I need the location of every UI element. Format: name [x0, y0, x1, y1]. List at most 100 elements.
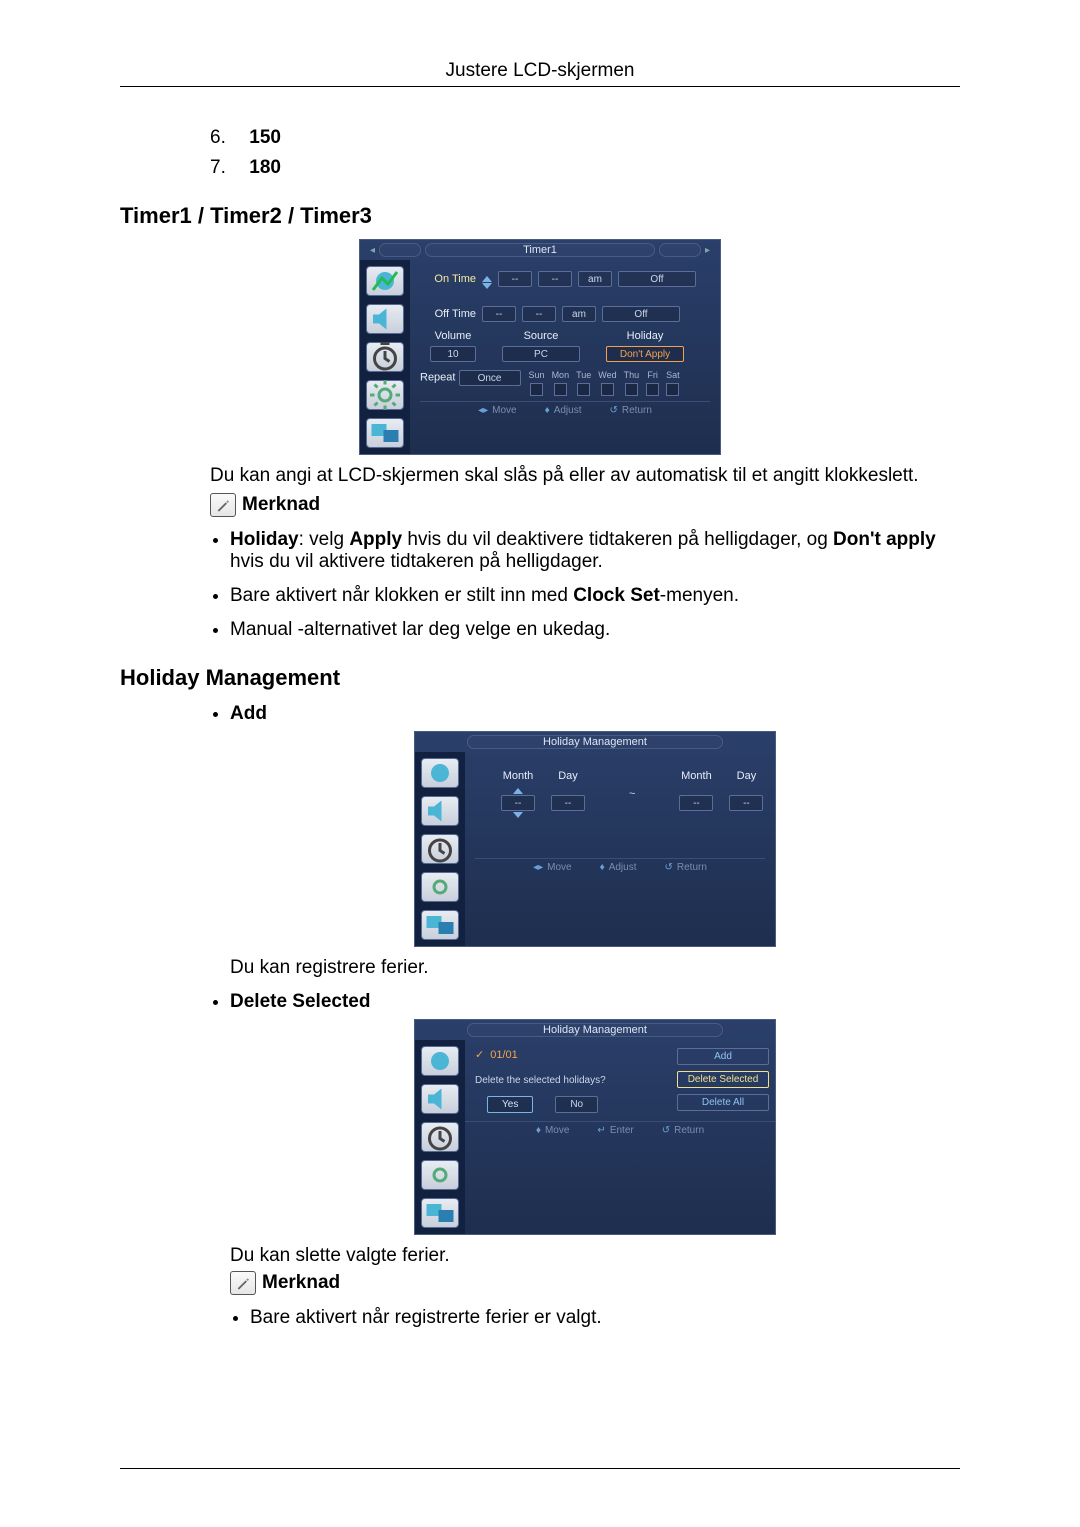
hour-spinner-indicator	[482, 276, 492, 282]
day-fri[interactable]: Fri	[646, 370, 659, 396]
sidebar-multi-icon[interactable]	[366, 418, 404, 448]
vol-source-holiday-row: Volume 10 Source PC Holiday Don't Apply	[430, 330, 710, 362]
side-delete-selected-button[interactable]: Delete Selected	[677, 1071, 769, 1088]
off-time-min[interactable]: --	[522, 306, 556, 322]
side-delete-all-button[interactable]: Delete All	[677, 1094, 769, 1111]
day-mon[interactable]: Mon	[552, 370, 570, 396]
sidebar-setup-icon[interactable]	[421, 1160, 459, 1190]
legend-move: ◂▸Move	[478, 405, 517, 416]
sidebar-timer-icon[interactable]	[366, 342, 404, 372]
osd-title-prev-pill	[379, 243, 421, 257]
list-item: Bare aktivert når klokken er stilt inn m…	[230, 585, 960, 607]
end-day[interactable]: --	[729, 795, 763, 811]
osd-title-bar: Holiday Management	[415, 1020, 775, 1040]
day-thu[interactable]: Thu	[624, 370, 640, 396]
holiday-value[interactable]: Don't Apply	[606, 346, 684, 362]
sidebar-picture-icon[interactable]	[421, 758, 459, 788]
start-month-col[interactable]: Month --	[501, 770, 535, 818]
check-icon: ✓	[475, 1049, 484, 1061]
sidebar-picture-icon[interactable]	[366, 266, 404, 296]
osd-sidebar	[415, 1040, 465, 1234]
start-day[interactable]: --	[551, 795, 585, 811]
osd-title: Holiday Management	[467, 735, 723, 749]
on-time-row[interactable]: On Time -- -- am Off	[420, 271, 710, 287]
list-number: 7.	[210, 157, 244, 179]
sidebar-setup-icon[interactable]	[366, 380, 404, 410]
holiday-delete-osd: Holiday Management	[414, 1019, 776, 1235]
yes-button[interactable]: Yes	[487, 1096, 533, 1113]
on-time-mode[interactable]: Off	[618, 271, 696, 287]
end-month[interactable]: --	[679, 795, 713, 811]
note-label: Merknad	[242, 494, 320, 516]
off-time-ampm[interactable]: am	[562, 306, 596, 322]
sidebar-picture-icon[interactable]	[421, 1046, 459, 1076]
add-bullet-label: Add	[230, 703, 267, 724]
on-time-label: On Time	[420, 273, 476, 285]
osd-footer-legend: ♦Move ↵Enter ↺Return	[465, 1121, 775, 1139]
day-tue[interactable]: Tue	[576, 370, 591, 396]
page-header-title: Justere LCD-skjermen	[120, 60, 960, 82]
yes-no-row: Yes No	[487, 1096, 661, 1113]
delete-desc-text: Du kan slette valgte ferier.	[230, 1245, 960, 1267]
add-desc-text: Du kan registrere ferier.	[230, 957, 960, 979]
holiday-list-item[interactable]: ✓01/01	[475, 1048, 661, 1061]
sidebar-timer-icon[interactable]	[421, 834, 459, 864]
timer-intro-text: Du kan angi at LCD-skjermen skal slås på…	[210, 465, 960, 487]
repeat-value[interactable]: Once	[459, 370, 521, 386]
list-item: 6. 150	[210, 127, 960, 149]
osd-footer-legend: ◂▸Move ♦Adjust ↺Return	[420, 401, 710, 419]
on-time-ampm[interactable]: am	[578, 271, 612, 287]
note-icon	[210, 493, 236, 517]
day-sat[interactable]: Sat	[666, 370, 680, 396]
source-value[interactable]: PC	[502, 346, 580, 362]
on-time-min[interactable]: --	[538, 271, 572, 287]
sidebar-multi-icon[interactable]	[421, 1198, 459, 1228]
osd-left-arrow-icon: ◂	[366, 245, 379, 256]
osd-right-arrow-icon: ▸	[701, 245, 714, 256]
end-day-col[interactable]: Day --	[729, 770, 763, 818]
section-heading-holiday: Holiday Management	[120, 665, 960, 691]
osd-title: Timer1	[425, 243, 655, 257]
holiday-date-range: Month -- Day -- ~	[501, 770, 765, 818]
off-time-hour[interactable]: --	[482, 306, 516, 322]
delete-selected-bullet: Delete Selected Holiday Management	[230, 991, 960, 1329]
start-day-col[interactable]: Day --	[551, 770, 585, 818]
holiday-add-osd: Holiday Management	[414, 731, 776, 947]
volume-col[interactable]: Volume 10	[430, 330, 476, 362]
on-time-hour[interactable]: --	[498, 271, 532, 287]
start-month[interactable]: --	[501, 795, 535, 811]
holiday-label: Holiday	[627, 330, 664, 342]
sidebar-sound-icon[interactable]	[421, 1084, 459, 1114]
note-label: Merknad	[262, 1272, 340, 1294]
holiday-col[interactable]: Holiday Don't Apply	[606, 330, 684, 362]
volume-value[interactable]: 10	[430, 346, 476, 362]
day-sun[interactable]: Sun	[529, 370, 545, 396]
osd-footer-legend: ◂▸Move ♦Adjust ↺Return	[475, 858, 765, 876]
osd-title-next-pill	[659, 243, 701, 257]
off-time-row[interactable]: Off Time -- -- am Off	[420, 306, 710, 322]
osd-title-bar: ◂ Timer1 ▸	[360, 240, 720, 260]
repeat-row[interactable]: Repeat Once Sun Mon Tue Wed Thu Fri Sat	[420, 370, 710, 396]
sidebar-timer-icon[interactable]	[421, 1122, 459, 1152]
side-add-button[interactable]: Add	[677, 1048, 769, 1065]
off-time-mode[interactable]: Off	[602, 306, 680, 322]
day-wed[interactable]: Wed	[598, 370, 616, 396]
end-month-col[interactable]: Month --	[679, 770, 713, 818]
sidebar-setup-icon[interactable]	[421, 872, 459, 902]
repeat-label: Repeat	[420, 372, 455, 384]
list-value: 150	[249, 127, 281, 148]
sidebar-multi-icon[interactable]	[421, 910, 459, 940]
list-item: Holiday: velg Apply hvis du vil deaktive…	[230, 529, 960, 573]
volume-label: Volume	[435, 330, 472, 342]
off-time-label: Off Time	[420, 308, 476, 320]
no-button[interactable]: No	[555, 1096, 598, 1113]
header-divider	[120, 86, 960, 87]
section-heading-timer: Timer1 / Timer2 / Timer3	[120, 203, 960, 229]
sidebar-sound-icon[interactable]	[421, 796, 459, 826]
footer-divider	[120, 1468, 960, 1469]
source-label: Source	[524, 330, 559, 342]
sidebar-sound-icon[interactable]	[366, 304, 404, 334]
list-item: Bare aktivert når registrerte ferier er …	[250, 1307, 960, 1329]
delete-selected-label: Delete Selected	[230, 991, 370, 1012]
source-col[interactable]: Source PC	[502, 330, 580, 362]
